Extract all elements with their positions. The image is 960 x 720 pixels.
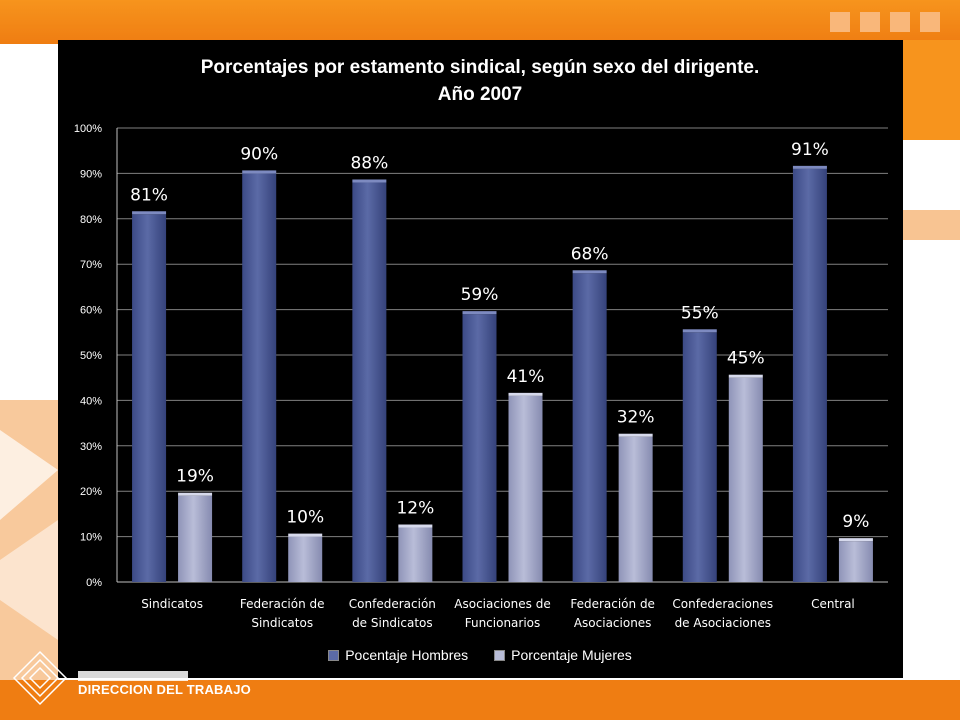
bar-top-face <box>508 392 543 396</box>
top-orange-bar <box>0 0 960 44</box>
x-tick-label: Central <box>811 597 855 611</box>
x-tick-label: Federación de <box>570 597 655 611</box>
data-label: 9% <box>842 512 869 532</box>
legend-item: Pocentaje Hombres <box>328 647 468 663</box>
legend-item: Porcentaje Mujeres <box>494 647 632 663</box>
decor-square <box>830 12 850 32</box>
bar-top-face <box>178 492 213 496</box>
y-tick-label: 90% <box>80 168 102 180</box>
bar-mujeres <box>508 395 543 582</box>
chart-title-line1: Porcentajes por estamento sindical, segú… <box>200 57 760 78</box>
chart-subtitle: Año 2007 <box>437 84 523 105</box>
x-tick-label: de Sindicatos <box>352 616 433 630</box>
legend-swatch <box>494 649 506 661</box>
legend-label: Pocentaje Hombres <box>345 647 469 663</box>
bar-mujeres <box>728 377 763 582</box>
x-tick-label: Sindicatos <box>141 597 203 611</box>
x-tick-label: Asociaciones de <box>454 597 550 611</box>
data-label: 88% <box>350 153 388 173</box>
data-label: 55% <box>681 303 719 323</box>
agency-top-line <box>78 671 188 681</box>
bar-top-face <box>242 170 277 174</box>
bar-hombres <box>462 314 497 582</box>
data-label: 41% <box>507 367 545 387</box>
chart-title: Porcentajes por estamento sindical, segú… <box>0 54 960 108</box>
bar-mujeres <box>618 436 653 582</box>
x-tick-label: Confederaciones <box>672 597 773 611</box>
bar-mujeres <box>398 527 433 582</box>
x-tick-label: Confederación <box>349 597 436 611</box>
data-label: 59% <box>461 285 499 305</box>
y-tick-label: 60% <box>80 305 102 317</box>
bar-top-face <box>462 311 497 315</box>
data-label: 68% <box>571 244 609 264</box>
legend-label: Porcentaje Mujeres <box>511 647 632 663</box>
bar-hombres <box>572 273 607 582</box>
y-tick-label: 20% <box>80 486 102 498</box>
y-tick-label: 100% <box>74 123 102 135</box>
data-label: 91% <box>791 140 829 160</box>
x-tick-label: Federación de <box>240 597 325 611</box>
data-label: 32% <box>617 408 655 428</box>
bar-top-face <box>288 533 323 537</box>
bar-top-face <box>682 329 717 333</box>
bar-top-face <box>398 524 433 528</box>
decor-square <box>890 12 910 32</box>
bar-top-face <box>838 538 873 542</box>
bar-top-face <box>572 270 607 274</box>
data-label: 81% <box>130 185 168 205</box>
decor-square <box>860 12 880 32</box>
x-tick-label: de Asociaciones <box>675 616 771 630</box>
bar-hombres <box>132 214 167 582</box>
y-tick-label: 50% <box>80 350 102 362</box>
data-label: 12% <box>396 499 434 519</box>
government-logo-icon <box>12 650 68 706</box>
data-label: 45% <box>727 349 765 369</box>
bar-mujeres <box>178 495 213 582</box>
data-label: 19% <box>176 467 214 487</box>
y-tick-label: 0% <box>86 577 102 589</box>
bar-hombres <box>242 173 277 582</box>
bar-hombres <box>352 182 387 583</box>
y-tick-label: 10% <box>80 532 102 544</box>
decor-square <box>920 12 940 32</box>
x-tick-label: Asociaciones <box>574 616 652 630</box>
bar-mujeres <box>288 536 323 582</box>
x-tick-label: Funcionarios <box>465 616 541 630</box>
bar-mujeres <box>838 541 873 582</box>
bar-top-face <box>618 433 653 437</box>
chart-legend: Pocentaje Hombres Porcentaje Mujeres <box>0 645 960 665</box>
legend-swatch <box>328 649 340 661</box>
x-tick-label: Sindicatos <box>251 616 313 630</box>
agency-name: DIRECCION DEL TRABAJO <box>78 682 251 697</box>
y-tick-label: 70% <box>80 259 102 271</box>
bar-top-face <box>792 165 827 169</box>
y-tick-label: 40% <box>80 395 102 407</box>
bar-top-face <box>352 179 387 183</box>
bar-top-face <box>728 374 763 378</box>
data-label: 90% <box>240 144 278 164</box>
data-label: 10% <box>286 508 324 528</box>
bar-hombres <box>682 332 717 582</box>
bar-hombres <box>792 168 827 583</box>
y-tick-label: 30% <box>80 441 102 453</box>
bar-top-face <box>132 211 167 215</box>
y-tick-label: 80% <box>80 214 102 226</box>
